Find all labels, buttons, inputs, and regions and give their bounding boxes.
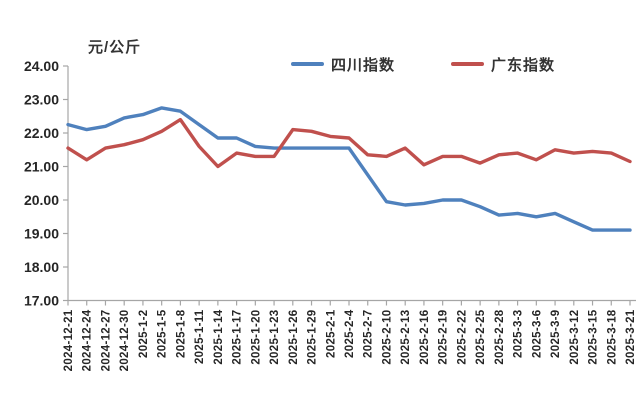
y-tick-label: 23.00 bbox=[24, 92, 59, 108]
x-tick-label: 2025-1-2 bbox=[138, 310, 150, 358]
x-tick-label: 2025-3-9 bbox=[550, 310, 562, 358]
y-tick-label: 20.00 bbox=[24, 192, 59, 208]
legend-label-sichuan: 四川指数 bbox=[331, 56, 396, 74]
x-tick-label: 2025-1-20 bbox=[250, 310, 262, 365]
y-tick-label: 22.00 bbox=[24, 125, 59, 141]
x-tick-label: 2025-2-4 bbox=[344, 309, 356, 358]
x-tick-label: 2025-1-11 bbox=[194, 309, 206, 364]
legend-label-guangdong: 广东指数 bbox=[491, 56, 556, 74]
x-tick-label: 2025-3-18 bbox=[606, 309, 618, 364]
legend-item-sichuan: 四川指数 bbox=[291, 53, 395, 75]
x-tick-label: 2025-2-25 bbox=[475, 309, 487, 364]
series-line-guangdong bbox=[66, 117, 632, 169]
x-tick-label: 2025-3-12 bbox=[569, 310, 581, 365]
x-tick-label: 2025-1-17 bbox=[232, 310, 244, 365]
x-tick-label: 2025-3-6 bbox=[531, 310, 543, 358]
x-tick-label: 2025-1-23 bbox=[269, 310, 281, 365]
x-tick-label: 2025-3-3 bbox=[513, 310, 525, 358]
y-tick-label: 17.00 bbox=[24, 293, 59, 309]
x-tick-label: 2024-12-24 bbox=[82, 309, 94, 371]
x-tick-label: 2025-2-10 bbox=[381, 310, 393, 365]
x-tick-label: 2024-12-27 bbox=[100, 310, 112, 372]
guangdong-line-swatch bbox=[451, 62, 484, 66]
x-tick-label: 2025-3-21 bbox=[625, 309, 637, 364]
x-tick-label: 2024-12-30 bbox=[119, 310, 131, 372]
x-tick-label: 2025-2-16 bbox=[419, 310, 431, 365]
x-tick-label: 2025-2-7 bbox=[363, 310, 375, 358]
chart-legend: 四川指数 广东指数 bbox=[0, 53, 639, 75]
y-tick-label: 24.00 bbox=[24, 58, 59, 74]
y-tick-label: 21.00 bbox=[24, 159, 59, 175]
x-tick-label: 2025-1-14 bbox=[213, 309, 225, 364]
x-tick-label: 2025-1-29 bbox=[307, 310, 319, 365]
x-tick-label: 2025-1-5 bbox=[157, 309, 169, 358]
x-tick-label: 2025-2-1 bbox=[325, 309, 337, 358]
x-tick-label: 2025-1-8 bbox=[175, 309, 187, 358]
x-tick-label: 2025-1-26 bbox=[288, 310, 300, 365]
x-tick-label: 2025-2-22 bbox=[456, 310, 468, 365]
x-tick-label: 2024-12-21 bbox=[63, 309, 75, 371]
series-line-sichuan bbox=[66, 106, 632, 232]
x-tick-label: 2025-2-13 bbox=[400, 310, 412, 365]
x-tick-label: 2025-3-15 bbox=[588, 309, 600, 364]
y-axis-unit-label: 元/公斤 bbox=[88, 39, 142, 56]
legend-item-guangdong: 广东指数 bbox=[451, 53, 555, 75]
y-tick-label: 19.00 bbox=[24, 226, 59, 242]
y-tick-label: 18.00 bbox=[24, 259, 59, 275]
sichuan-line-swatch bbox=[291, 62, 324, 66]
x-tick-label: 2025-2-19 bbox=[438, 310, 450, 365]
x-tick-label: 2025-2-28 bbox=[494, 309, 506, 364]
